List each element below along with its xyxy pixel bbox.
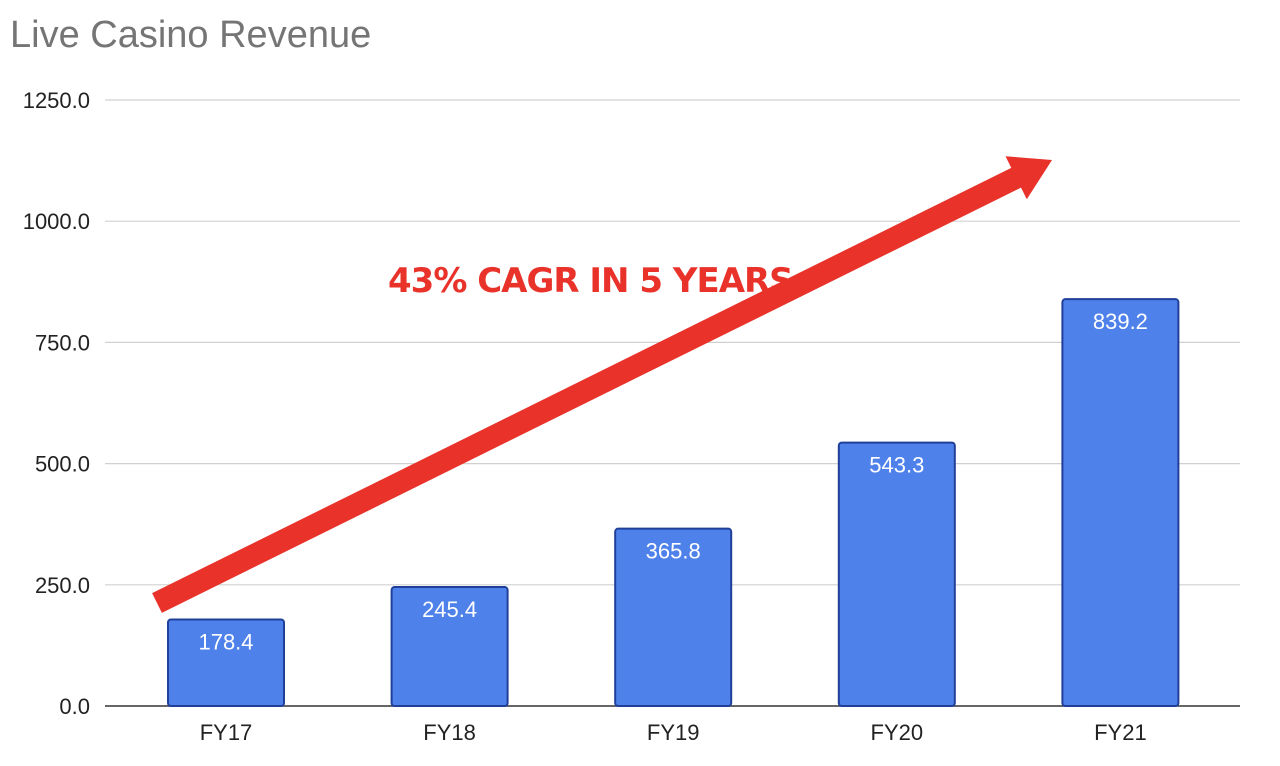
bar-value-label: 839.2: [1093, 309, 1148, 334]
y-axis: 0.0 250.0 500.0 750.0 1000.0 1250.0: [23, 88, 90, 719]
x-tick-label: FY21: [1094, 720, 1147, 745]
bar-value-label: 245.4: [422, 597, 477, 622]
trend-arrow-shape: [152, 156, 1052, 613]
bar: [167, 618, 285, 707]
y-tick-label: 1000.0: [23, 209, 90, 234]
bar: [390, 586, 509, 708]
y-tick-label: 500.0: [35, 452, 90, 477]
bar-value-label: 543.3: [869, 453, 924, 478]
bar: [1061, 298, 1180, 707]
x-tick-label: FY20: [871, 720, 924, 745]
x-tick-label: FY17: [200, 720, 253, 745]
bar-value-label: 365.8: [646, 539, 701, 564]
x-axis: FY17FY18FY19FY20FY21LTM FY22: [200, 720, 1147, 745]
bar-value-label: 178.4: [198, 630, 253, 655]
y-tick-label: 0.0: [59, 694, 90, 719]
x-tick-label: FY18: [423, 720, 476, 745]
y-tick-label: 1250.0: [23, 88, 90, 113]
y-tick-label: 750.0: [35, 330, 90, 355]
chart-title: Live Casino Revenue: [10, 14, 372, 56]
cagr-annotation: 43% CAGR IN 5 YEARS: [388, 261, 793, 301]
bar: [614, 527, 733, 707]
trend-arrow: [152, 156, 1052, 613]
y-tick-label: 250.0: [35, 573, 90, 598]
x-tick-label: FY19: [647, 720, 700, 745]
bar: [837, 441, 956, 707]
